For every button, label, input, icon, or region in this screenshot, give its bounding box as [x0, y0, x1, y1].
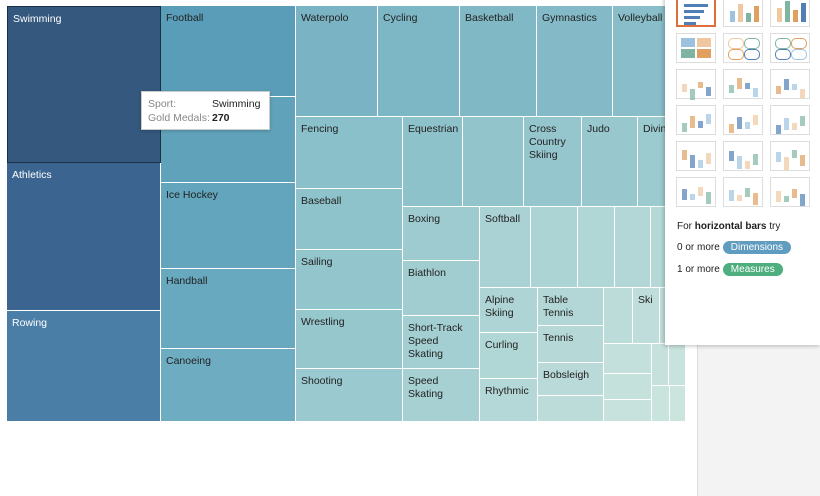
treemap-tile[interactable]: Ice Hockey: [161, 183, 296, 269]
treemap-tile[interactable]: Shooting: [296, 369, 403, 422]
chart-type-icon[interactable]: [723, 69, 763, 99]
requirement-text: 1 or more: [677, 264, 720, 275]
tooltip: Sport: Swimming Gold Medals: 270: [141, 91, 270, 130]
treemap-tile[interactable]: Equestrian: [403, 117, 463, 207]
treemap-tile[interactable]: Cycling: [378, 6, 460, 117]
chart-type-icon[interactable]: [723, 177, 763, 207]
treemap-tile[interactable]: [578, 207, 615, 288]
treemap-tile[interactable]: Fencing: [296, 117, 403, 189]
chart-type-icon[interactable]: [770, 141, 810, 171]
treemap-tile[interactable]: [652, 344, 669, 386]
chart-type-icon[interactable]: [676, 69, 716, 100]
treemap-tile[interactable]: Cross Country Skiing: [524, 117, 582, 207]
treemap-tile[interactable]: Wrestling: [296, 310, 403, 369]
treemap-tile[interactable]: Waterpolo: [296, 6, 378, 117]
chart-type-icon[interactable]: [723, 105, 763, 135]
treemap-tile[interactable]: Biathlon: [403, 261, 480, 316]
chart-type-icon[interactable]: [770, 69, 810, 99]
treemap-tile[interactable]: [538, 396, 604, 422]
treemap-tile[interactable]: [604, 374, 652, 400]
chart-type-icon[interactable]: [676, 105, 716, 135]
chart-type-icon[interactable]: [676, 177, 716, 207]
treemap-tile[interactable]: [604, 288, 633, 344]
treemap-tile[interactable]: Curling: [480, 333, 538, 379]
treemap-tile[interactable]: Softball: [480, 207, 531, 288]
treemap-tile[interactable]: Bobsleigh: [538, 363, 604, 396]
treemap-tile[interactable]: Rowing: [7, 311, 161, 422]
dimensions-pill[interactable]: Dimensions: [722, 241, 792, 254]
tooltip-label: Gold Medals:: [148, 112, 210, 124]
hint-text: try: [769, 221, 781, 232]
chart-type-icon[interactable]: [723, 0, 763, 27]
treemap-tile[interactable]: Baseball: [296, 189, 403, 250]
chart-type-icon[interactable]: [770, 33, 810, 63]
tooltip-value: Swimming: [212, 98, 261, 110]
chart-type-icon[interactable]: [723, 141, 763, 171]
hint-emphasis: horizontal bars: [694, 221, 767, 232]
treemap-tile[interactable]: [615, 207, 651, 288]
treemap-tile[interactable]: Short-Track Speed Skating: [403, 316, 480, 369]
treemap-tile[interactable]: Alpine Skiing: [480, 288, 538, 333]
treemap-tile[interactable]: [463, 117, 524, 207]
tooltip-value: 270: [212, 112, 230, 124]
treemap-tile[interactable]: Handball: [161, 269, 296, 349]
treemap-tile[interactable]: Sailing: [296, 250, 403, 310]
chart-type-icon[interactable]: [770, 105, 810, 135]
chart-type-icon[interactable]: [770, 0, 810, 27]
treemap-tile[interactable]: Gymnastics: [537, 6, 613, 117]
treemap-tile[interactable]: Athletics: [7, 163, 161, 311]
treemap-tile[interactable]: [669, 344, 686, 386]
treemap-tile[interactable]: [531, 207, 578, 288]
treemap-tile[interactable]: Tennis: [538, 326, 604, 363]
treemap-tile[interactable]: Speed Skating: [403, 369, 480, 422]
chart-type-icon[interactable]: [770, 177, 810, 207]
treemap-tile[interactable]: Rhythmic: [480, 379, 538, 422]
requirement: 0 or more Dimensions: [677, 241, 792, 254]
treemap-tile[interactable]: Table Tennis: [538, 288, 604, 326]
hint: For horizontal bars try: [677, 221, 780, 232]
show-me-panel: For horizontal bars try 0 or more Dimensi…: [665, 0, 820, 345]
chart-type-icon[interactable]: [676, 141, 716, 171]
treemap-tile[interactable]: [604, 344, 652, 374]
chart-type-icon[interactable]: [676, 0, 716, 27]
chart-type-icon[interactable]: [676, 33, 716, 63]
treemap-tile[interactable]: Ski: [633, 288, 660, 344]
treemap-tile[interactable]: Basketball: [460, 6, 537, 117]
treemap-tile[interactable]: Canoeing: [161, 349, 296, 422]
treemap-tile[interactable]: Judo: [582, 117, 638, 207]
treemap-tile[interactable]: [604, 400, 652, 422]
treemap-tile[interactable]: Football: [161, 6, 296, 97]
treemap-tile[interactable]: Boxing: [403, 207, 480, 261]
hint-text: For: [677, 221, 692, 232]
treemap-tile[interactable]: [652, 386, 670, 422]
requirement-text: 0 or more: [677, 242, 720, 253]
chart-type-icon[interactable]: [723, 33, 763, 63]
tooltip-label: Sport:: [148, 98, 177, 110]
treemap-tile[interactable]: Swimming: [7, 6, 161, 163]
treemap-tile[interactable]: [670, 386, 686, 422]
measures-pill[interactable]: Measures: [722, 263, 783, 276]
requirement: 1 or more Measures: [677, 263, 783, 276]
